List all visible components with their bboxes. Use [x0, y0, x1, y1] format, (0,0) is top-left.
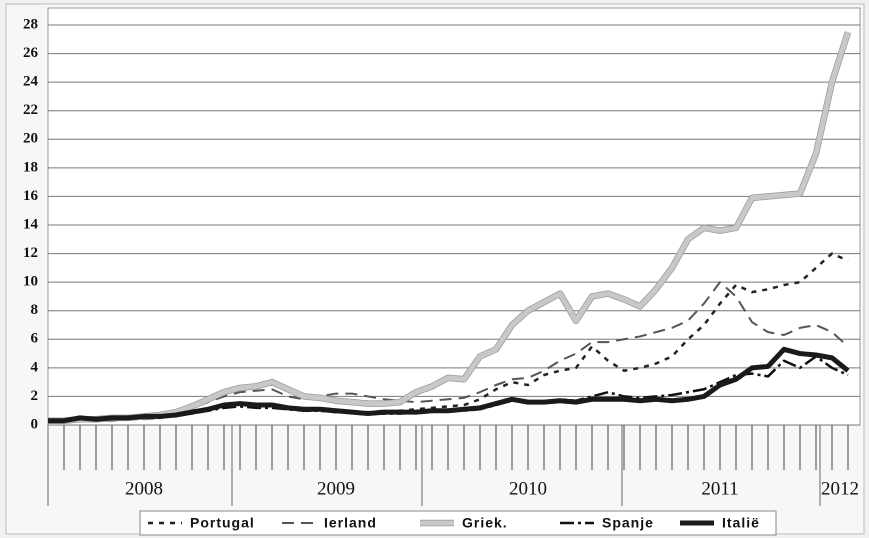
y-tick-label: 28	[23, 16, 38, 32]
x-tick-label: 2012	[821, 478, 859, 499]
y-tick-label: 22	[23, 102, 38, 118]
legend-box	[139, 510, 777, 536]
x-tick-label: 2008	[125, 478, 163, 499]
x-tick-label: 2011	[701, 478, 738, 499]
x-tick-label: 2010	[509, 478, 547, 499]
y-tick-label: 26	[23, 45, 39, 61]
legend-label: Spanje	[602, 515, 654, 531]
legend-label: Italië	[722, 515, 760, 531]
y-tick-label: 24	[23, 74, 39, 90]
legend-label: Ierland	[324, 515, 377, 531]
y-tick-label: 10	[23, 274, 38, 290]
series-line	[48, 346, 850, 424]
series-line	[48, 31, 851, 424]
plot-area	[47, 7, 861, 426]
y-tick-label: 14	[23, 216, 39, 232]
x-tick-label: 2009	[317, 478, 355, 499]
y-tick-label: 18	[23, 159, 38, 175]
y-tick-label: 16	[23, 188, 39, 204]
y-tick-label: 6	[31, 331, 39, 347]
y-tick-label: 0	[31, 416, 39, 432]
y-tick-label: 8	[31, 302, 39, 318]
legend-label: Portugal	[190, 515, 255, 531]
y-tick-label: 2	[31, 388, 39, 404]
legend-label: Griek.	[462, 515, 508, 531]
y-tick-label: 4	[31, 359, 39, 375]
y-tick-label: 20	[23, 131, 38, 147]
y-tick-label: 12	[23, 245, 38, 261]
